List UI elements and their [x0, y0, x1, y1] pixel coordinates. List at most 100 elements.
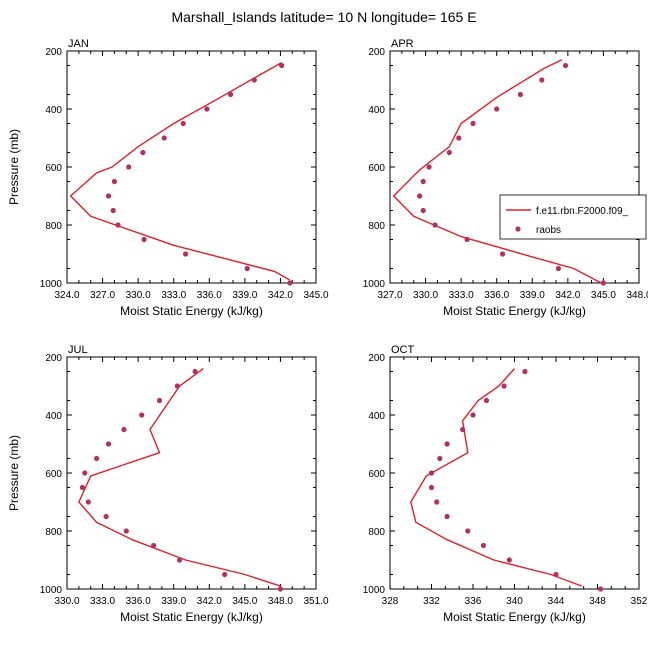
- obs-point: [183, 251, 189, 257]
- y-tick-label: 200: [45, 47, 62, 58]
- obs-point: [85, 499, 91, 505]
- obs-point: [500, 251, 506, 257]
- plot-frame: [389, 356, 640, 590]
- legend-box: [499, 194, 647, 240]
- x-tick-label: 342.0: [555, 290, 580, 301]
- y-tick-label: 1000: [40, 279, 63, 290]
- panel-label: APR: [391, 38, 414, 50]
- plot-frame: [66, 50, 317, 284]
- obs-point: [437, 455, 443, 462]
- x-tick-label: 348.0: [268, 596, 293, 607]
- obs-point: [177, 557, 183, 563]
- obs-point: [428, 470, 435, 476]
- obs-point: [506, 557, 512, 563]
- legend-obs-swatch: [515, 226, 521, 232]
- x-tick-label: 333.0: [161, 290, 186, 301]
- model-line: [392, 59, 602, 284]
- x-tick-label: 336: [465, 596, 482, 607]
- x-tick-label: 330.0: [54, 596, 79, 607]
- x-tick-label: 336.0: [197, 290, 222, 301]
- panel-label: JAN: [68, 38, 89, 50]
- x-axis-label: Moist Static Energy (kJ/kg): [443, 610, 586, 624]
- obs-point: [287, 280, 293, 286]
- obs-point: [432, 222, 438, 228]
- y-tick-label: 800: [45, 221, 62, 232]
- panel-jul: 330.0 333.0 336.0 339.0 342.0 345.0 348.0 351.0…: [7, 344, 329, 624]
- panel-oct: 328 332 336 340 344 348 352 200 400 600 800 1000 OCT…: [363, 344, 648, 624]
- obs-point: [279, 62, 285, 69]
- model-line: [78, 368, 281, 587]
- legend-obs-label: raobs: [536, 225, 561, 236]
- y-tick-label: 600: [45, 163, 62, 174]
- x-tick-label: 348.0: [626, 290, 648, 301]
- y-tick-label: 800: [45, 527, 62, 538]
- obs-point: [123, 528, 129, 534]
- plot-frame: [66, 356, 317, 590]
- obs-point: [517, 91, 524, 98]
- obs-point: [470, 120, 476, 127]
- obs-point: [79, 484, 85, 491]
- x-tick-label: 333.0: [90, 596, 115, 607]
- x-tick-label: 324.0: [54, 290, 79, 301]
- x-axis-label: Moist Static Energy (kJ/kg): [120, 304, 263, 318]
- x-tick-label: 336.0: [484, 290, 509, 301]
- obs-point: [600, 280, 607, 286]
- obs-point: [428, 484, 435, 491]
- obs-point: [82, 470, 88, 476]
- obs-point: [446, 149, 452, 156]
- obs-point: [562, 62, 569, 69]
- obs-point: [94, 455, 100, 462]
- panel-label: JUL: [68, 344, 88, 356]
- y-tick-label: 200: [45, 353, 62, 364]
- y-axis-label: Pressure (mb): [7, 435, 21, 511]
- obs-point: [111, 178, 117, 185]
- y-tick-label: 200: [368, 47, 385, 58]
- x-tick-label: 327.0: [377, 290, 402, 301]
- x-tick-label: 345.0: [591, 290, 616, 301]
- obs-point: [141, 236, 147, 243]
- x-tick-label: 328: [382, 596, 399, 607]
- obs-point: [228, 91, 234, 98]
- x-tick-label: 340: [506, 596, 523, 607]
- obs-point: [180, 120, 186, 127]
- obs-point: [522, 368, 528, 375]
- obs-point: [174, 383, 180, 389]
- obs-point: [277, 586, 283, 592]
- x-tick-label: 351.0: [303, 596, 328, 607]
- x-tick-label: 332: [423, 596, 440, 607]
- obs-point: [103, 513, 109, 520]
- obs-point: [444, 513, 450, 520]
- obs-point: [420, 178, 426, 185]
- y-tick-label: 1000: [363, 585, 386, 596]
- chart-panels: 324.0 327.0 330.0 333.0 336.0 339.0 342.0 345.0…: [7, 38, 648, 624]
- obs-point: [126, 164, 132, 170]
- model-line: [410, 368, 583, 587]
- y-tick-label: 400: [45, 105, 62, 116]
- legend-model-label: f.e11.rbn.F2000.f09_: [536, 206, 629, 217]
- x-tick-label: 348: [589, 596, 606, 607]
- y-tick-label: 600: [368, 163, 385, 174]
- obs-point: [434, 499, 440, 505]
- x-axis-label: Moist Static Energy (kJ/kg): [120, 610, 263, 624]
- obs-point: [204, 106, 210, 112]
- x-tick-label: 336.0: [126, 596, 151, 607]
- y-tick-label: 400: [368, 411, 385, 422]
- obs-point: [192, 368, 198, 375]
- obs-point: [553, 571, 559, 578]
- x-tick-label: 339.0: [520, 290, 545, 301]
- x-tick-label: 327.0: [90, 290, 115, 301]
- panel-label: OCT: [391, 344, 415, 356]
- y-tick-label: 400: [368, 105, 385, 116]
- panel-apr: 327.0 330.0 333.0 336.0 339.0 342.0 345.0 348.0…: [363, 38, 648, 318]
- x-tick-label: 330.0: [413, 290, 438, 301]
- obs-point: [494, 106, 500, 112]
- obs-point: [115, 222, 121, 228]
- y-tick-label: 200: [368, 353, 385, 364]
- obs-point: [470, 412, 476, 418]
- x-tick-label: 339.0: [161, 596, 186, 607]
- obs-point: [161, 135, 167, 141]
- obs-point: [598, 586, 604, 592]
- legend: f.e11.rbn.F2000.f09_raobs: [499, 194, 647, 240]
- y-tick-label: 800: [368, 527, 385, 538]
